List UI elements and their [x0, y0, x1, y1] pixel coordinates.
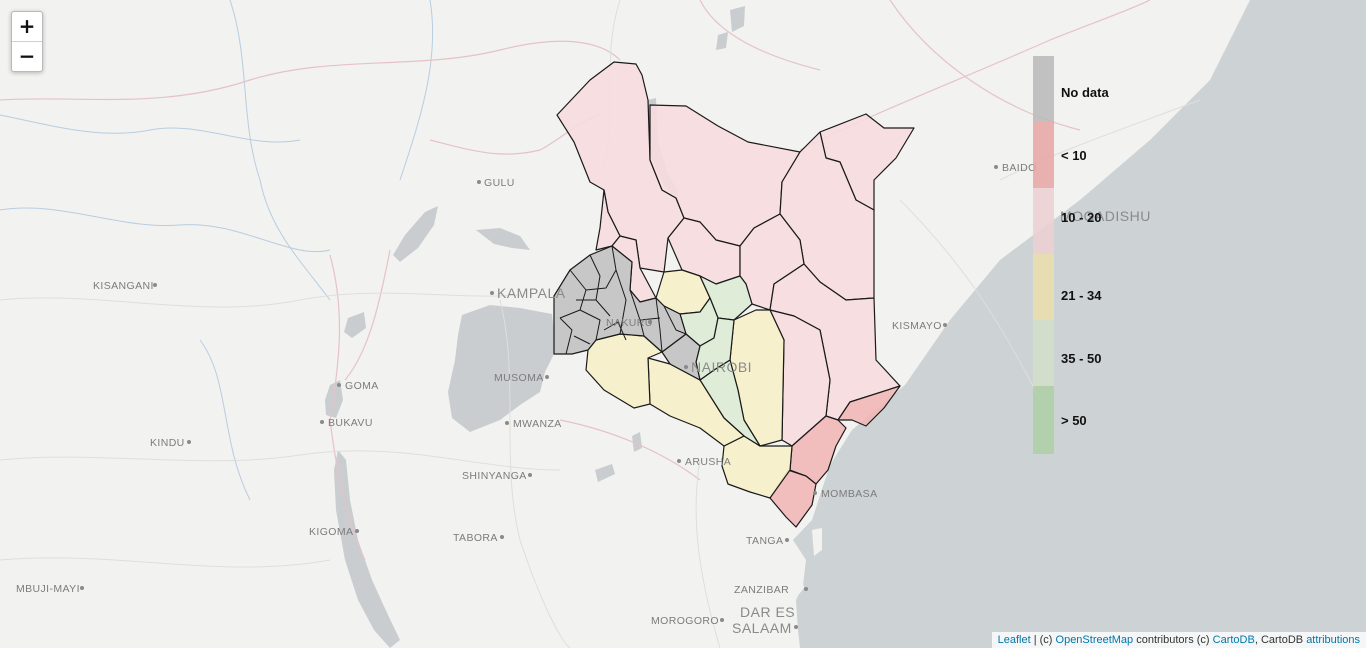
- city-goma: GOMA: [345, 380, 379, 392]
- cartodb-link[interactable]: CartoDB: [1212, 634, 1255, 646]
- legend-swatch-lt-10: [1033, 122, 1054, 188]
- zoom-out-button[interactable]: −: [12, 41, 42, 71]
- legend-swatch-10-20: [1033, 188, 1054, 254]
- lake-victoria: [448, 305, 556, 432]
- legend-swatch-gt-50: [1033, 386, 1054, 454]
- city-shinyanga: SHINYANGA: [462, 470, 527, 482]
- city-morogoro: MOROGORO: [651, 615, 719, 627]
- city-baido: BAIDO: [1002, 162, 1037, 174]
- city-kismayo: KISMAYO: [892, 320, 942, 332]
- zanzibar-island: [792, 566, 804, 598]
- lake-north: [730, 6, 745, 32]
- county-kwale: [769, 469, 817, 528]
- city-kisangani: KISANGANI: [93, 280, 154, 292]
- leaflet-link[interactable]: Leaflet: [997, 634, 1031, 646]
- map-attribution: Leaflet | (c) OpenStreetMap contributors…: [991, 632, 1366, 648]
- rivers: [0, 0, 434, 501]
- city-salaam: SALAAM: [732, 620, 792, 636]
- lake-edward: [344, 312, 366, 338]
- city-kindu: KINDU: [150, 437, 185, 449]
- city-tabora: TABORA: [453, 532, 498, 544]
- lake-kyoga: [476, 228, 530, 250]
- legend-label-21-34: 21 - 34: [1061, 288, 1102, 303]
- lake-natron: [632, 432, 642, 452]
- city-kampala: KAMPALA: [497, 285, 566, 301]
- city-labels: GULU KAMPALA KISANGANI GOMA MUSOMA BUKAV…: [16, 162, 1151, 636]
- city-mombasa: MOMBASA: [821, 488, 877, 500]
- lake-albert: [393, 206, 438, 262]
- city-dar-es: DAR ES: [740, 604, 795, 620]
- attributions-link[interactable]: attributions: [1306, 634, 1360, 646]
- lake-eyasi: [595, 464, 615, 482]
- lake-kivu: [325, 380, 343, 418]
- legend-swatch-21-34: [1033, 254, 1054, 320]
- legend-label-gt-50: > 50: [1061, 413, 1087, 428]
- zoom-in-button[interactable]: +: [18, 14, 36, 38]
- city-arusha: ARUSHA: [685, 456, 731, 468]
- city-zanzibar: ZANZIBAR: [734, 584, 789, 596]
- zoom-control: + −: [11, 11, 43, 72]
- city-mogadishu: MOGADISHU: [1060, 208, 1151, 224]
- map-legend: No data < 10 10 - 20 21 - 34 35 - 50 > 5…: [1033, 56, 1143, 454]
- lake-north-2: [716, 32, 728, 50]
- attribution-sep-1: | (c): [1030, 634, 1056, 646]
- openstreetmap-link[interactable]: OpenStreetMap: [1055, 634, 1134, 646]
- indian-ocean: [793, 0, 1366, 648]
- lake-tanganyika: [334, 450, 400, 648]
- legend-label-35-50: 35 - 50: [1061, 351, 1102, 366]
- legend-label-no-data: No data: [1061, 85, 1109, 100]
- city-bukavu: BUKAVU: [328, 417, 373, 429]
- attribution-contrib: contributors (c): [1133, 634, 1213, 646]
- city-tanga: TANGA: [746, 535, 783, 547]
- legend-label-lt-10: < 10: [1061, 148, 1087, 163]
- city-mwanza: MWANZA: [513, 418, 562, 430]
- city-musoma: MUSOMA: [494, 372, 544, 384]
- city-kigoma: KIGOMA: [309, 526, 353, 538]
- city-gulu: GULU: [484, 177, 515, 189]
- city-nairobi: NAIROBI: [691, 359, 752, 375]
- pemba-island: [812, 528, 822, 556]
- city-nakuru: NAKURU: [606, 317, 653, 329]
- city-mbuji-mayi: MBUJI-MAYI: [16, 583, 80, 595]
- legend-label-10-20: 10 - 20: [1061, 210, 1102, 225]
- attribution-sep-2: , CartoDB: [1254, 634, 1307, 646]
- legend-swatch-no-data: [1033, 56, 1054, 122]
- county-lamu: [837, 385, 901, 427]
- legend-swatch-35-50: [1033, 320, 1054, 386]
- kenya-counties: [553, 61, 915, 528]
